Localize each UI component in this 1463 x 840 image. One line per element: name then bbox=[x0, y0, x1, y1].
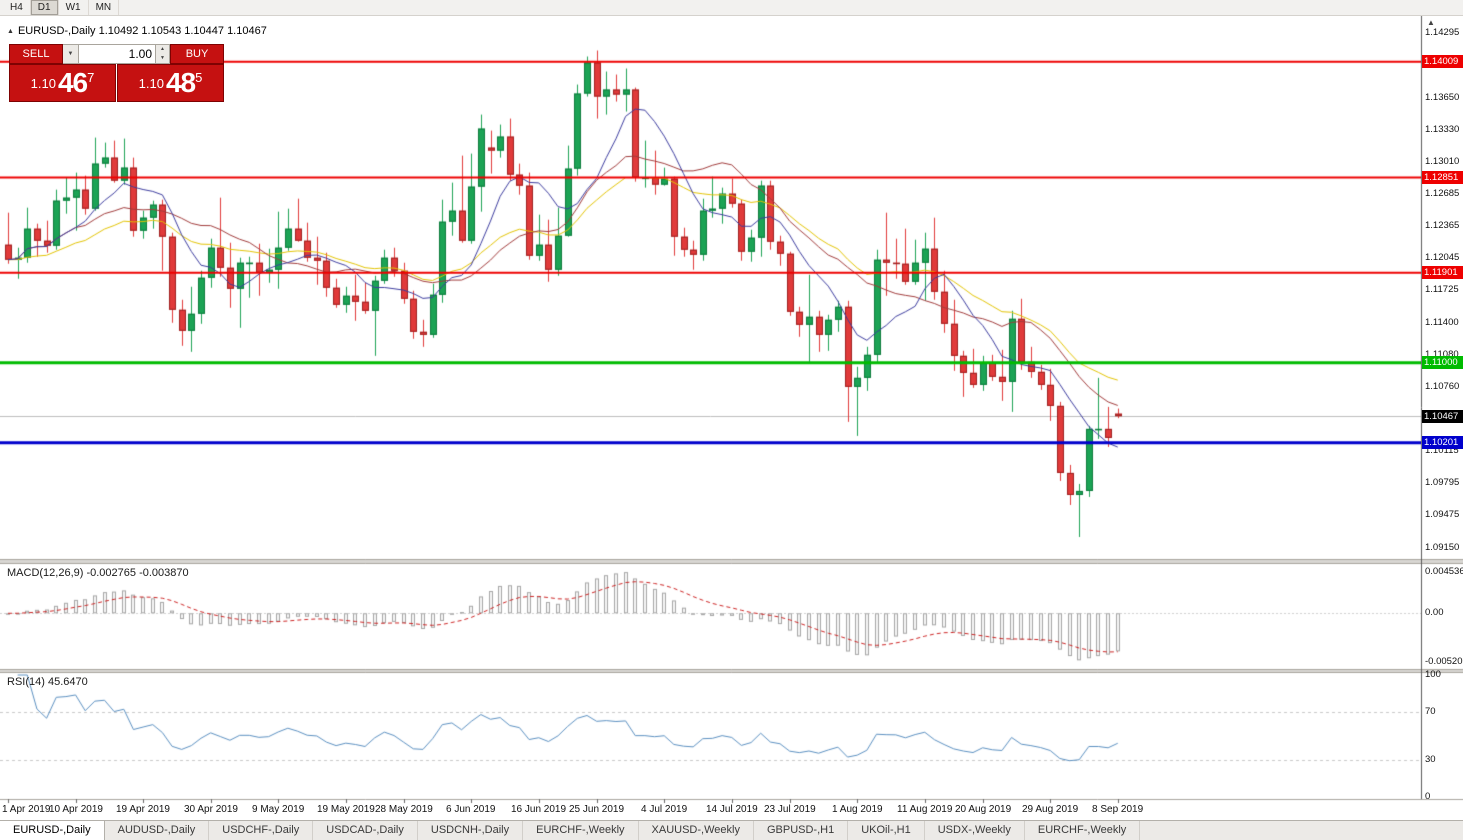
timeframe-button-d1[interactable]: D1 bbox=[30, 0, 59, 15]
date-axis-label: 4 Jul 2019 bbox=[641, 804, 688, 815]
price-axis-label: 1.11725 bbox=[1425, 284, 1459, 296]
timeframe-toolbar: H4 D1 W1 MN bbox=[0, 0, 1463, 16]
price-axis-label: 1.09150 bbox=[1425, 542, 1460, 553]
rsi-indicator-label: RSI(14) 45.6470 bbox=[7, 676, 88, 688]
date-axis-label: 30 Apr 2019 bbox=[184, 804, 238, 815]
ohlc-header: ▲ EURUSD-,Daily 1.10492 1.10543 1.10447 … bbox=[7, 25, 267, 37]
price-axis-label: 1.13650 bbox=[1425, 91, 1460, 103]
chevron-down-icon: ▼ bbox=[67, 51, 74, 57]
chart-tab-gbpusd-h1[interactable]: GBPUSD-,H1 bbox=[754, 821, 849, 840]
ask-quote[interactable]: 1.10 48 5 bbox=[117, 64, 224, 102]
date-axis-label: 9 May 2019 bbox=[252, 804, 305, 815]
price-axis-label: 1.09475 bbox=[1425, 509, 1460, 521]
chart-tab-audusd-daily[interactable]: AUDUSD-,Daily bbox=[105, 821, 210, 840]
ask-price-small: 1.10 bbox=[138, 75, 164, 91]
chart-tab-eurchf-weekly[interactable]: EURCHF-,Weekly bbox=[1025, 821, 1141, 840]
spinner-up-icon[interactable]: ▲ bbox=[156, 45, 169, 54]
volume-spinner[interactable]: ▲ ▼ bbox=[156, 44, 170, 64]
ohlc-text: EURUSD-,Daily 1.10492 1.10543 1.10447 1.… bbox=[17, 25, 267, 37]
date-axis-label: 1 Apr 2019 bbox=[2, 804, 51, 815]
date-axis-label: 23 Jul 2019 bbox=[764, 804, 816, 815]
sell-button[interactable]: SELL bbox=[9, 44, 63, 64]
bid-price-small: 1.10 bbox=[30, 75, 56, 91]
price-axis-label: 1.11080 bbox=[1425, 348, 1459, 360]
volume-input[interactable] bbox=[79, 44, 156, 64]
rsi-axis-label: 70 bbox=[1425, 705, 1436, 717]
date-axis-label: 19 Apr 2019 bbox=[116, 804, 170, 815]
rsi-axis-label: 0 bbox=[1425, 791, 1431, 802]
date-axis-label: 25 Jun 2019 bbox=[569, 804, 625, 815]
price-line-badge: 1.11901 bbox=[1422, 266, 1463, 280]
spinner-down-icon[interactable]: ▼ bbox=[156, 54, 169, 63]
bid-quote[interactable]: 1.10 46 7 bbox=[9, 64, 116, 102]
chart-tab-usdcnh-daily[interactable]: USDCNH-,Daily bbox=[418, 821, 524, 840]
chart-tab-usdx-weekly[interactable]: USDX-,Weekly bbox=[925, 821, 1025, 840]
chart-tab-eurusd-daily[interactable]: EURUSD-,Daily bbox=[0, 821, 105, 840]
date-axis-label: 29 Aug 2019 bbox=[1022, 804, 1079, 815]
macd-axis-min-label: -0.005205 bbox=[1425, 656, 1463, 667]
current-price-badge: 1.10467 bbox=[1422, 409, 1463, 423]
price-line-badge: 1.11000 bbox=[1422, 356, 1463, 370]
price-axis-label: 1.11400 bbox=[1425, 316, 1459, 328]
timeframe-button-h4[interactable]: H4 bbox=[3, 0, 31, 15]
date-axis-label: 19 May 2019 bbox=[317, 804, 375, 815]
one-click-trading-panel: SELL ▼ ▲ ▼ BUY 1.10 46 7 1.10 48 5 bbox=[9, 44, 224, 102]
chart-window: ▲ EURUSD-,Daily 1.10492 1.10543 1.10447 … bbox=[0, 16, 1463, 820]
chart-tab-usdchf-daily[interactable]: USDCHF-,Daily bbox=[209, 821, 314, 840]
chart-shift-marker-icon[interactable]: ▲ bbox=[1427, 18, 1435, 27]
chart-tab-usdcad-daily[interactable]: USDCAD-,Daily bbox=[313, 821, 418, 840]
price-line-badge: 1.14009 bbox=[1422, 55, 1463, 69]
bid-price-sup: 7 bbox=[87, 70, 95, 85]
chart-tab-ukoil-h1[interactable]: UKOil-,H1 bbox=[848, 821, 925, 840]
buy-button[interactable]: BUY bbox=[170, 44, 224, 64]
date-axis-label: 6 Jun 2019 bbox=[446, 804, 496, 815]
timeframe-button-mn[interactable]: MN bbox=[89, 0, 120, 15]
date-axis-label: 14 Jul 2019 bbox=[706, 804, 758, 815]
chart-tabs-bar: EURUSD-,Daily AUDUSD-,Daily USDCHF-,Daily U… bbox=[0, 820, 1463, 840]
price-axis-label: 1.12685 bbox=[1425, 188, 1460, 200]
date-axis-label: 20 Aug 2019 bbox=[955, 804, 1012, 815]
macd-axis-max-label: 0.004536 bbox=[1425, 566, 1463, 577]
price-axis-label: 1.10760 bbox=[1425, 380, 1460, 392]
ask-price-sup: 5 bbox=[195, 70, 203, 85]
rsi-axis-label: 30 bbox=[1425, 754, 1436, 766]
date-axis-label: 10 Apr 2019 bbox=[49, 804, 103, 815]
price-axis-label: 1.12045 bbox=[1425, 252, 1460, 264]
rsi-axis-label: 100 bbox=[1425, 669, 1441, 680]
volume-dropdown[interactable]: ▼ bbox=[63, 44, 79, 64]
date-axis-label: 8 Sep 2019 bbox=[1092, 804, 1144, 815]
collapse-triangle-icon[interactable]: ▲ bbox=[7, 27, 14, 35]
date-axis-label: 16 Jun 2019 bbox=[511, 804, 567, 815]
date-axis-label: 11 Aug 2019 bbox=[897, 804, 953, 815]
chart-tab-eurchf-weekly[interactable]: EURCHF-,Weekly bbox=[523, 821, 639, 840]
date-axis-label: 1 Aug 2019 bbox=[832, 804, 883, 815]
price-axis-label: 1.13010 bbox=[1425, 155, 1460, 167]
macd-axis-zero-label: 0.00 bbox=[1425, 607, 1444, 619]
price-line-badge: 1.10201 bbox=[1422, 436, 1463, 450]
trade-panel-controls: SELL ▼ ▲ ▼ BUY bbox=[9, 44, 224, 64]
price-axis-label: 1.12365 bbox=[1425, 220, 1460, 232]
price-axis-label: 1.13330 bbox=[1425, 123, 1460, 135]
date-axis-label: 28 May 2019 bbox=[375, 804, 433, 815]
price-line-badge: 1.12851 bbox=[1422, 171, 1463, 185]
price-chart-canvas[interactable] bbox=[0, 16, 1463, 820]
ask-price-big: 48 bbox=[165, 67, 196, 98]
timeframe-button-w1[interactable]: W1 bbox=[59, 0, 89, 15]
bid-price-big: 46 bbox=[57, 67, 88, 98]
macd-indicator-label: MACD(12,26,9) -0.002765 -0.003870 bbox=[7, 567, 189, 579]
price-axis-label: 1.14295 bbox=[1425, 27, 1460, 38]
price-axis-label: 1.09795 bbox=[1425, 477, 1460, 489]
chart-tab-xauusd-weekly[interactable]: XAUUSD-,Weekly bbox=[639, 821, 754, 840]
trade-panel-quotes: 1.10 46 7 1.10 48 5 bbox=[9, 64, 224, 102]
price-axis-label: 1.10115 bbox=[1425, 445, 1459, 457]
